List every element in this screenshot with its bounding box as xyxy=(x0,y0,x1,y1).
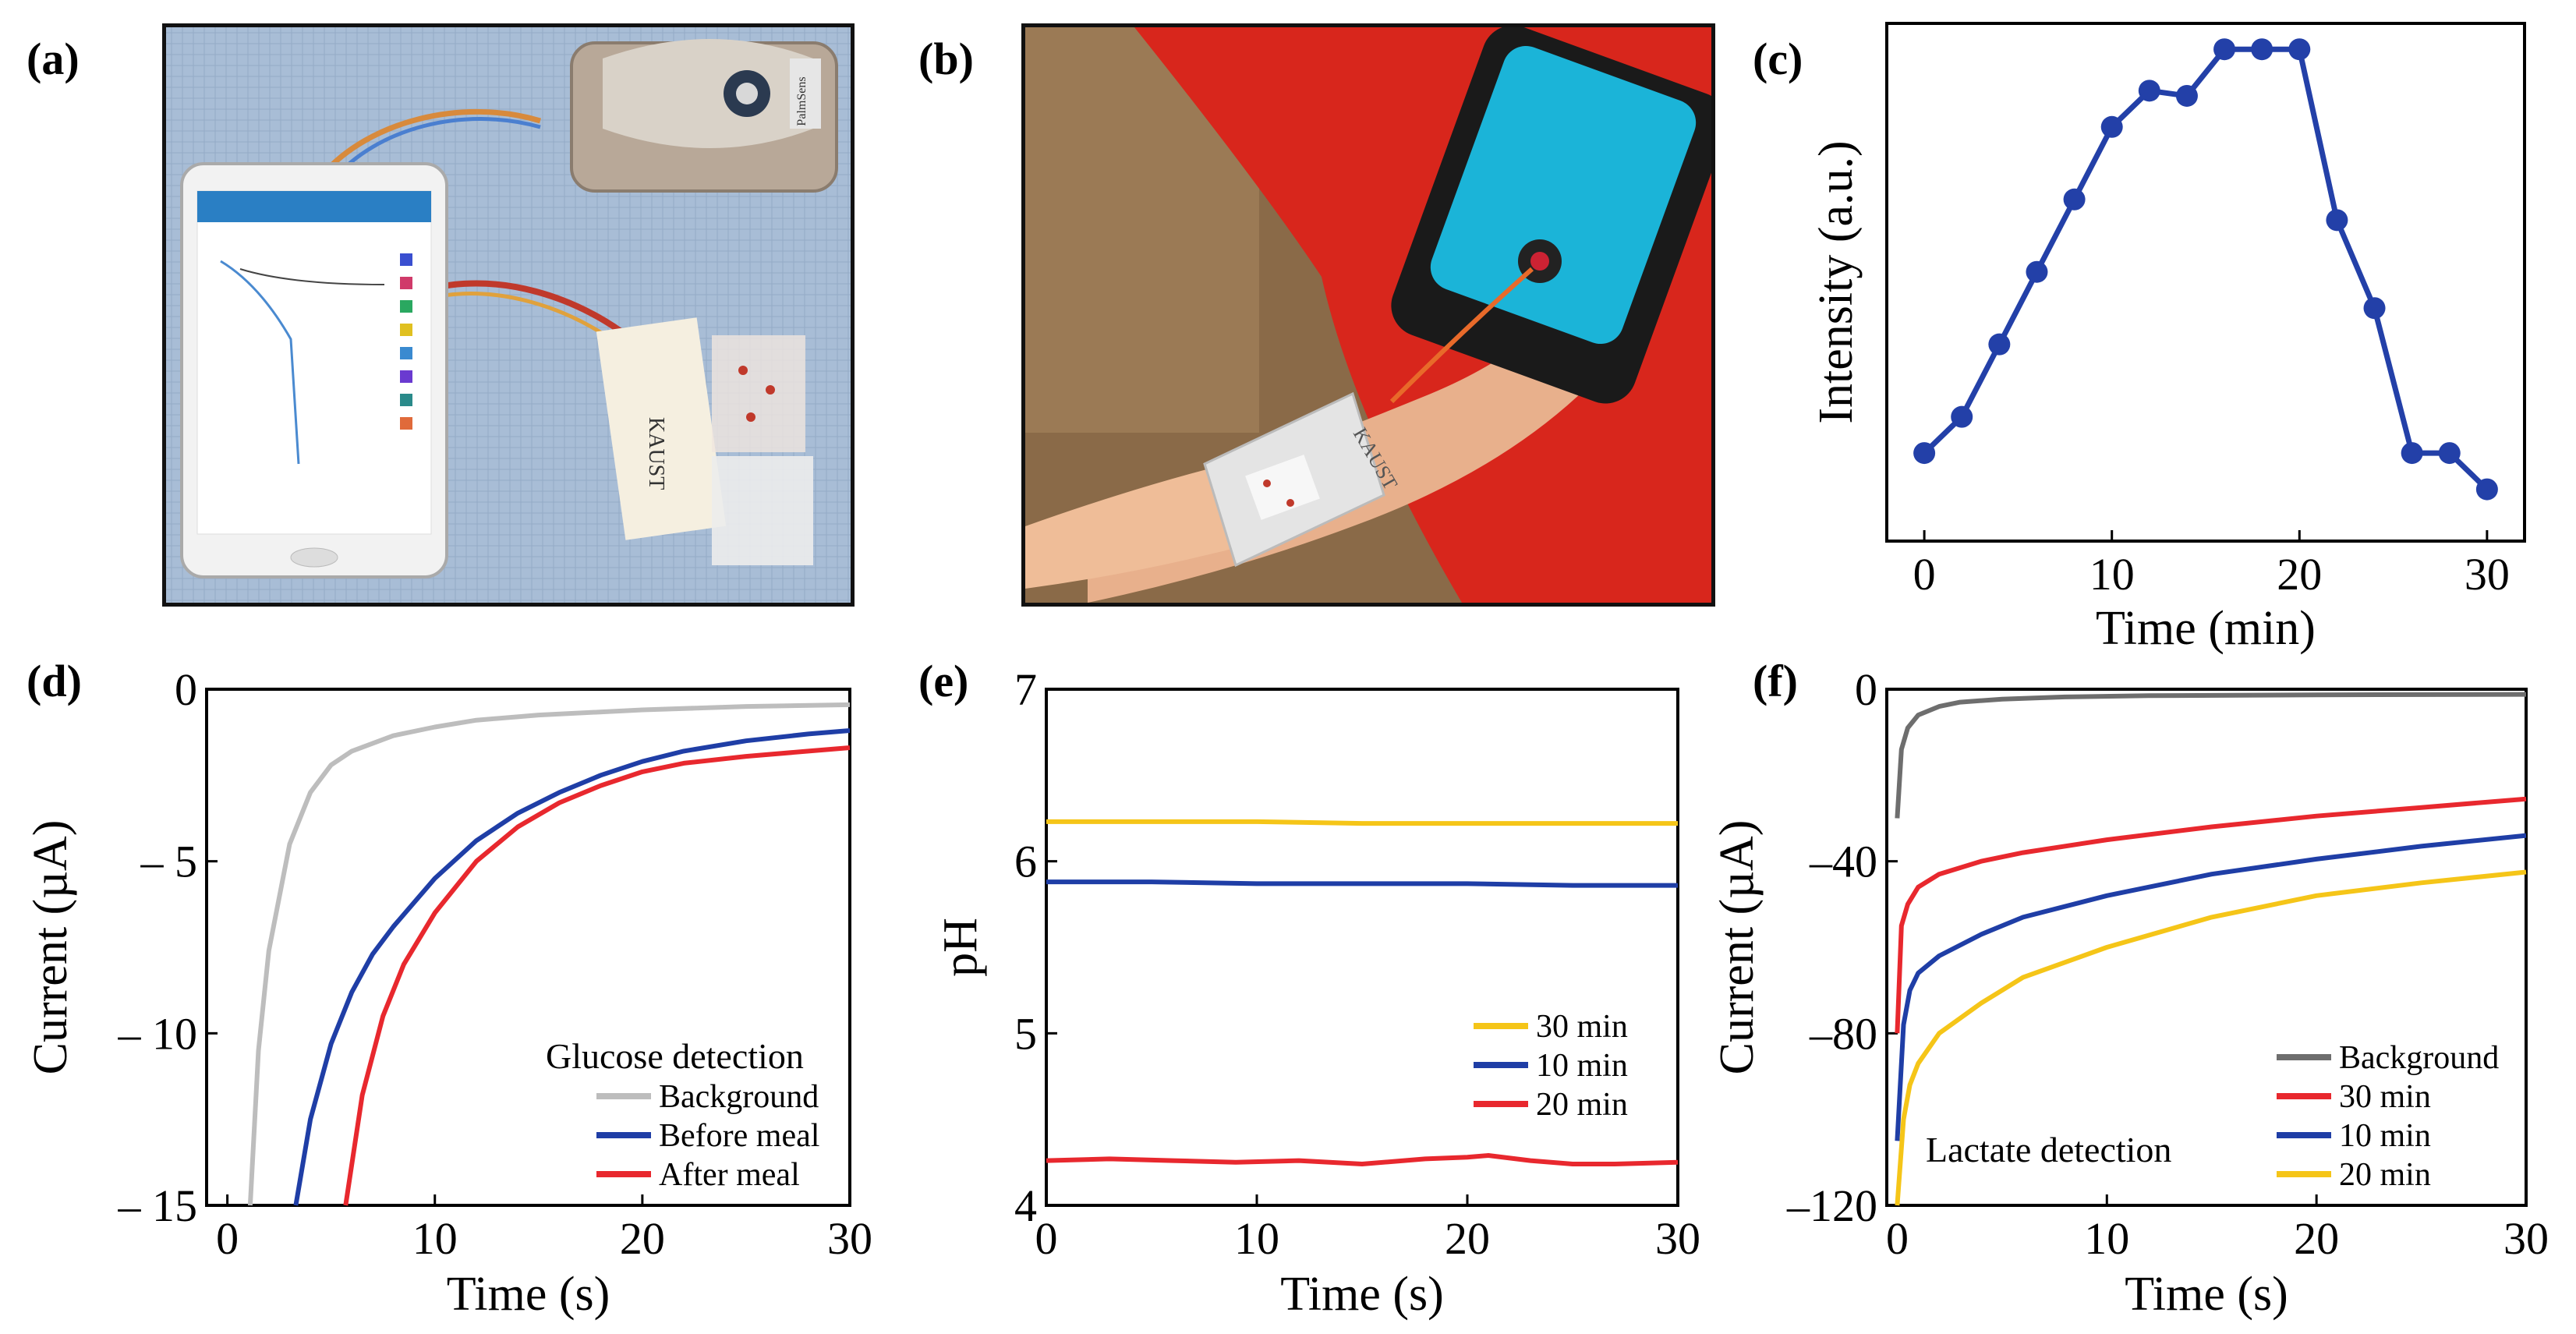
legend-entry: 20 min xyxy=(2339,1157,2431,1193)
y-tick-label: –120 xyxy=(1786,1180,1877,1231)
y-axis-label: Current (µA) xyxy=(1711,820,1764,1075)
y-tick-label: 4 xyxy=(1014,1180,1037,1231)
x-tick-label: 10 xyxy=(412,1213,458,1264)
chart-d: 0 10 20 30 0 – 5 – 10 – 15 Time (s) Current (µA) G… xyxy=(24,664,872,1321)
phone-armband xyxy=(1391,27,1711,404)
x-tick-label: 10 xyxy=(2089,549,2135,600)
data-point xyxy=(2363,297,2386,320)
data-point xyxy=(1988,333,2011,356)
plot-frame xyxy=(1045,688,1679,1207)
y-tick-label: – 15 xyxy=(118,1180,198,1231)
legend-entry: After meal xyxy=(659,1157,800,1193)
chart-c: 0 10 20 30 Time (min) Intensity (a.u.) xyxy=(1810,22,2526,655)
x-axis-label: Time (s) xyxy=(447,1268,610,1321)
y-tick-label: – 10 xyxy=(118,1008,198,1059)
photo-arm-wearable: KAUST xyxy=(1021,23,1715,607)
y-axis-label: Intensity (a.u.) xyxy=(1810,140,1863,423)
y-axis-label: pH xyxy=(934,918,987,977)
data-point xyxy=(2175,84,2198,107)
x-axis-label: Time (s) xyxy=(2125,1268,2288,1321)
panel-label-b: (b) xyxy=(918,34,974,84)
data-point xyxy=(2401,442,2423,465)
legend-entry: 30 min xyxy=(1536,1009,1628,1045)
x-tick-label: 10 xyxy=(2084,1213,2129,1264)
x-tick-label: 30 xyxy=(1655,1213,1700,1264)
y-tick-label: 6 xyxy=(1014,837,1037,887)
series-20-min-line xyxy=(1895,869,2527,1206)
plot-frame xyxy=(205,688,851,1207)
legend-entry: Background xyxy=(2339,1040,2499,1076)
series-10-min-line xyxy=(1895,833,2527,1141)
annotation-lactate: Lactate detection xyxy=(1926,1130,2171,1169)
series-30-min-line xyxy=(1895,796,2527,1034)
x-tick-label: 30 xyxy=(827,1213,872,1264)
series-intensity-line xyxy=(1922,46,2489,492)
x-tick-label: 20 xyxy=(2294,1213,2339,1264)
photo-device-setup: PalmSens xyxy=(162,23,855,607)
x-tick-label: 20 xyxy=(620,1213,665,1264)
sensor-strip: KAUST xyxy=(596,317,813,565)
x-tick-label: 0 xyxy=(1913,549,1936,600)
data-point xyxy=(2026,260,2048,283)
y-tick-label: – 5 xyxy=(140,837,198,887)
x-tick-label: 0 xyxy=(1886,1213,1909,1264)
plot-frame xyxy=(1885,22,2526,543)
panel-label-d: (d) xyxy=(27,656,82,706)
series-20-min-line xyxy=(1046,1153,1679,1166)
legend-entry: Before meal xyxy=(659,1118,819,1154)
y-axis-label: Current (µA) xyxy=(24,820,77,1075)
y-tick-label: –40 xyxy=(1809,837,1877,887)
series-before-meal-line xyxy=(293,728,851,1206)
data-point xyxy=(1951,405,1973,428)
y-tick-label: 0 xyxy=(1855,664,1877,715)
data-point xyxy=(2138,80,2160,102)
series-after-meal-line xyxy=(343,745,851,1206)
legend-entry: 20 min xyxy=(1536,1087,1628,1123)
data-point xyxy=(2100,115,2123,138)
strip-label: KAUST xyxy=(644,417,668,490)
data-point xyxy=(2213,38,2236,61)
potentiostat-label: PalmSens xyxy=(795,76,809,126)
series-30-min-line xyxy=(1046,819,1678,826)
series-background-line xyxy=(247,702,851,1206)
y-tick-label: 7 xyxy=(1014,664,1037,715)
data-point xyxy=(1913,442,1936,465)
y-tick-label: 5 xyxy=(1014,1008,1037,1059)
x-tick-label: 10 xyxy=(1234,1213,1279,1264)
y-tick-label: –80 xyxy=(1809,1008,1877,1059)
legend-entry: 30 min xyxy=(2339,1079,2431,1115)
sensor-band: KAUST xyxy=(1203,391,1402,568)
panel-label-f: (f) xyxy=(1753,656,1798,706)
x-tick-label: 20 xyxy=(2277,549,2322,600)
legend-entry: 10 min xyxy=(2339,1118,2431,1154)
legend-entry: Background xyxy=(659,1079,819,1115)
legend-entry: 10 min xyxy=(1536,1048,1628,1084)
x-tick-label: 30 xyxy=(2503,1213,2549,1264)
potentiostat-device: PalmSens xyxy=(570,39,838,193)
x-tick-label: 0 xyxy=(1035,1213,1058,1264)
series-background-line xyxy=(1895,692,2527,819)
chart-f: 0 10 20 30 0 –40 –80 –120 Time (s) Current (µA) Ba… xyxy=(1711,664,2549,1321)
data-point xyxy=(2251,38,2273,61)
x-tick-label: 0 xyxy=(216,1213,239,1264)
data-point xyxy=(2288,38,2311,61)
data-point xyxy=(2063,188,2086,211)
panel-label-a: (a) xyxy=(27,34,80,84)
x-axis-label: Time (s) xyxy=(1280,1268,1444,1321)
x-tick-label: 20 xyxy=(1445,1213,1490,1264)
smartphone xyxy=(180,162,448,579)
data-point xyxy=(2475,478,2498,501)
y-tick-label: 0 xyxy=(175,664,197,715)
panel-label-c: (c) xyxy=(1753,34,1803,84)
legend-title: Glucose detection xyxy=(546,1036,804,1076)
data-point xyxy=(2326,209,2348,232)
plot-frame xyxy=(1885,688,2528,1207)
data-point xyxy=(2438,442,2461,465)
x-axis-label: Time (min) xyxy=(2096,602,2316,655)
series-10-min-line xyxy=(1046,879,1678,888)
panel-label-e: (e) xyxy=(918,656,969,706)
x-tick-label: 30 xyxy=(2465,549,2510,600)
